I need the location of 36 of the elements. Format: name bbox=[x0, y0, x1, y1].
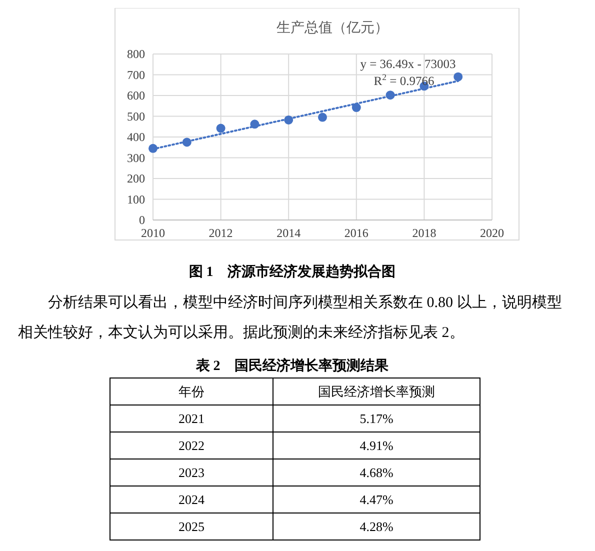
chart-title: 表 2 国民经济增长率预测结果 bbox=[194, 357, 390, 374]
data-label: 4.91% bbox=[360, 438, 394, 453]
x-tick-label: 国民经济增长率预测 bbox=[318, 384, 435, 400]
y-tick-label: 400 bbox=[127, 130, 145, 144]
data-label: 5.17% bbox=[360, 411, 394, 426]
chart-title: 生产总值（亿元） bbox=[276, 20, 388, 36]
y-tick-label: 100 bbox=[127, 192, 145, 206]
y-axis-title: 年份 bbox=[178, 385, 204, 400]
x-tick-label: 2012 bbox=[208, 226, 233, 240]
y-tick-label: 800 bbox=[127, 47, 145, 61]
x-tick-label: 2010 bbox=[141, 226, 165, 240]
caption: 图 1 济源市经济发展趋势拟合图 bbox=[188, 263, 396, 280]
y-tick-label: 700 bbox=[127, 68, 145, 82]
y-tick-label: 300 bbox=[127, 150, 145, 165]
data-label: 4.28% bbox=[360, 519, 394, 534]
point bbox=[454, 72, 463, 82]
y-tick-label: 2023 bbox=[178, 465, 204, 480]
x-tick-label: 2020 bbox=[480, 226, 504, 240]
annotation: y = 36.49x - 73003 bbox=[360, 57, 456, 71]
y-tick-label: 500 bbox=[127, 109, 145, 124]
point bbox=[216, 124, 226, 133]
x-tick-label: 2014 bbox=[276, 226, 301, 240]
y-tick-label: 2022 bbox=[178, 438, 204, 453]
y-tick-label: 0 bbox=[139, 213, 145, 227]
data-label: 4.68% bbox=[360, 465, 394, 480]
point bbox=[318, 112, 327, 122]
x-tick-label: 2018 bbox=[412, 226, 436, 240]
text: 分析结果可以看出，模型中经济时间序列模型相关系数在 0.80 以上，说明模型相关性较好，本文认为可以采用。据此预测的未来经济指标见表 2。 bbox=[17, 293, 563, 343]
x-tick-label: 2016 bbox=[344, 226, 368, 240]
data-label: 4.47% bbox=[360, 492, 394, 507]
annotation: R$^{2}$ = 0.9766 bbox=[374, 72, 434, 88]
y-tick-label: 600 bbox=[127, 88, 145, 102]
y-tick-label: 200 bbox=[127, 172, 145, 186]
y-tick-label: 2021 bbox=[178, 411, 204, 426]
y-tick-label: 2024 bbox=[178, 492, 205, 507]
y-tick-label: 2025 bbox=[178, 519, 204, 534]
